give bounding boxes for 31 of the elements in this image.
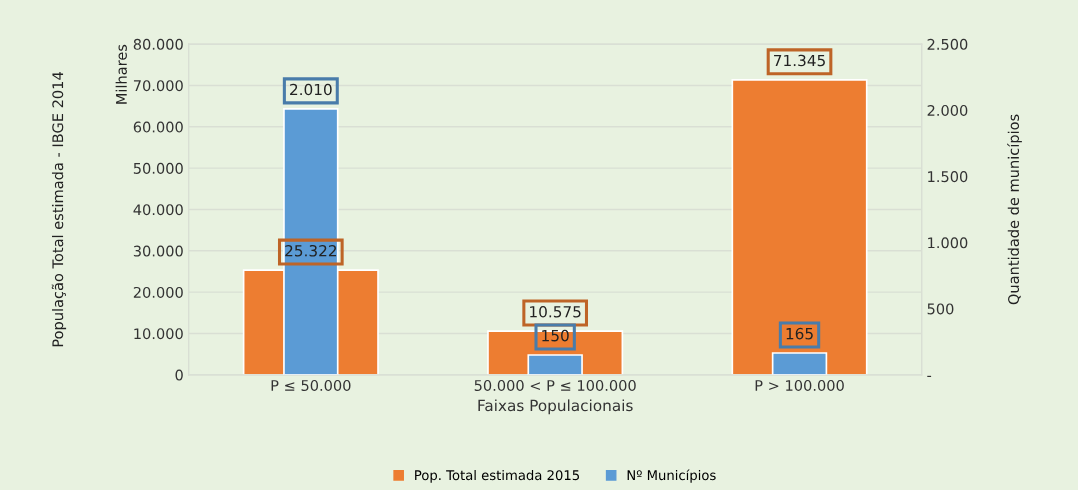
- data-label: 25.322: [285, 244, 337, 257]
- y-tick-label: 70.000: [133, 80, 183, 92]
- y-tick-label: 20.000: [133, 286, 183, 298]
- x-tick-label: P > 100.000: [755, 379, 844, 391]
- y2-tick-label: 2.000: [927, 104, 968, 116]
- data-label: 71.345: [774, 54, 825, 67]
- data-label: 150: [542, 329, 569, 342]
- y-tick-label: 40.000: [133, 204, 183, 216]
- y-tick-label: 10.000: [134, 328, 183, 340]
- x-tick-label: P ≤ 50.000: [271, 379, 351, 391]
- legend-label: Nº Municípios: [627, 469, 716, 483]
- y-tick-label: 50.000: [133, 162, 183, 174]
- y2-tick-label: -: [927, 375, 932, 377]
- legend-label: Pop. Total estimada 2015: [415, 469, 579, 483]
- text: Milhares: [115, 44, 127, 104]
- y-tick-label: 60.000: [133, 121, 183, 133]
- x-axis-title: Faixas Populacionais: [478, 399, 633, 415]
- y2-tick-label: 2.500: [927, 38, 968, 50]
- y-tick-label: 30.000: [133, 245, 183, 257]
- y-tick-label: 0: [175, 369, 183, 381]
- y2-axis-title: Quantidade de municípios: [1007, 114, 1022, 305]
- y2-tick-label: 500: [927, 303, 954, 315]
- y-axis-title: População Total estimada - IBGE 2014: [51, 72, 67, 347]
- data-label: 10.575: [530, 305, 581, 318]
- y2-tick-label: 1.500: [928, 171, 968, 183]
- data-label: 165: [786, 327, 813, 340]
- y-tick-label: 80.000: [133, 38, 183, 50]
- bar: [731, 79, 868, 375]
- x-tick-label: 50.000 < P ≤ 100.000: [474, 379, 636, 391]
- y2-tick-label: 1.000: [928, 237, 968, 249]
- data-label: 2.010: [290, 83, 332, 96]
